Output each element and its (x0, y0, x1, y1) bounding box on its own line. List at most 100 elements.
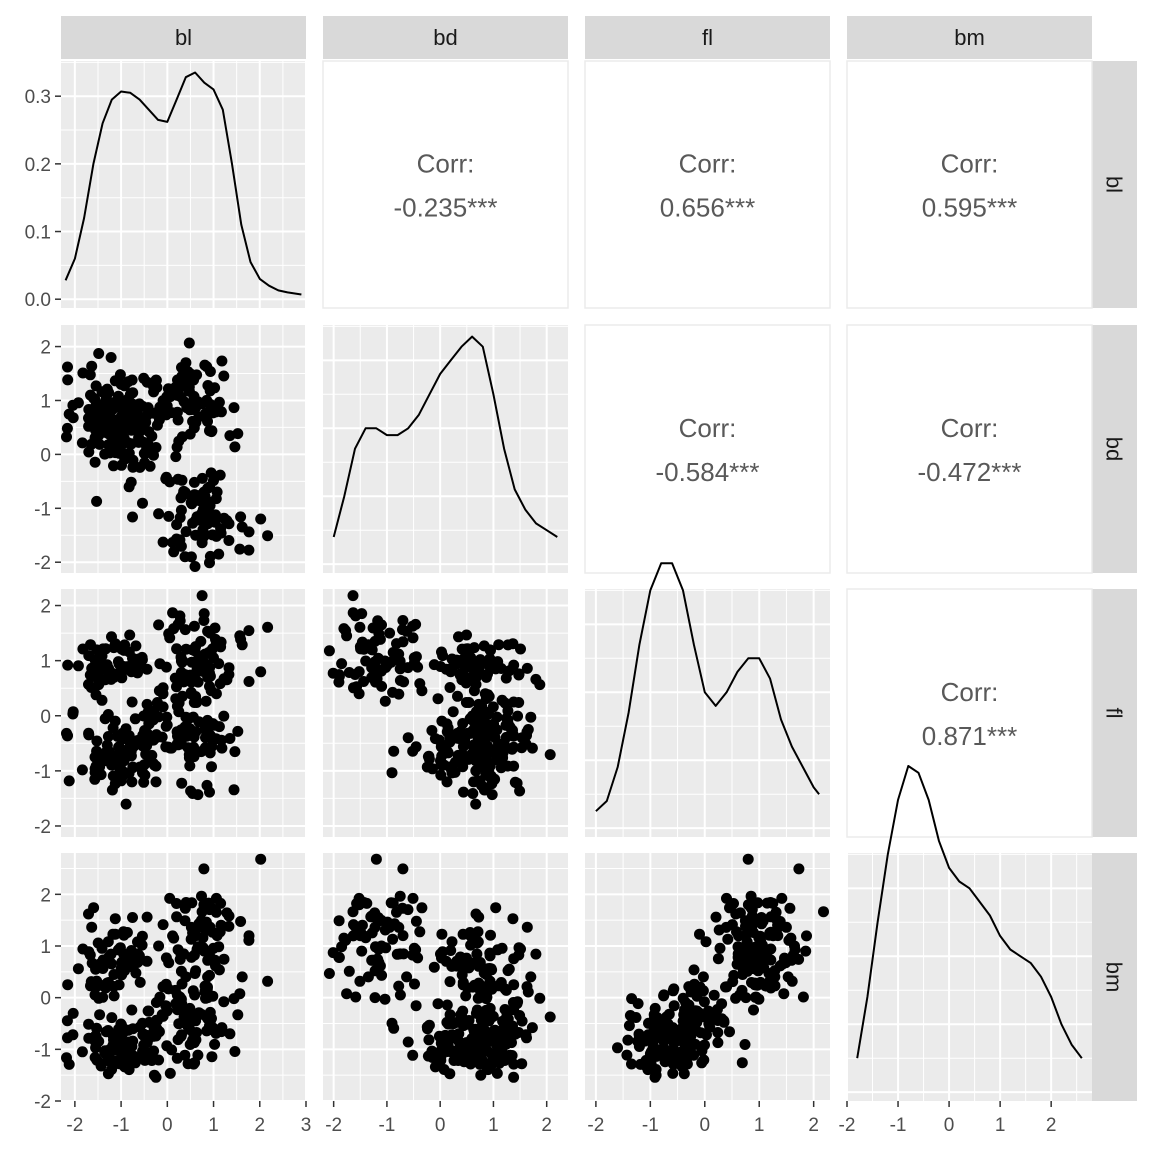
point-bm-bd (512, 996, 524, 1008)
point-fl-bd (397, 636, 409, 648)
point-fl-bl (198, 615, 210, 626)
corr-value-bl-bm: 0.595*** (922, 193, 1017, 223)
point-bm-bd (350, 991, 362, 1003)
point-bm-bd (485, 963, 497, 975)
point-fl-bl (185, 688, 197, 700)
corr-label-bd-bm: Corr: (941, 413, 999, 443)
point-bm-bd (436, 928, 448, 940)
point-bm-bl (77, 943, 89, 955)
point-bm-bl (108, 990, 120, 1002)
point-fl-bl (136, 654, 148, 666)
point-fl-bl (236, 639, 248, 651)
point-fl-bl (126, 776, 138, 788)
point-fl-bd (475, 659, 487, 670)
point-bm-bd (351, 898, 363, 909)
point-fl-bd (438, 759, 450, 771)
point-bm-bl (193, 1007, 205, 1019)
point-fl-bl (67, 706, 79, 718)
point-bm-bd (370, 853, 382, 865)
point-bd-bl (160, 471, 172, 483)
point-bd-bl (172, 374, 183, 386)
point-bm-bl (235, 916, 247, 927)
point-bd-bl (179, 551, 191, 563)
point-bm-fl (778, 988, 790, 1000)
point-bm-bl (106, 1064, 118, 1075)
y-tick-label-bm: -2 (34, 1092, 51, 1113)
point-bm-bd (397, 930, 409, 942)
point-bm-fl (800, 945, 812, 957)
point-bd-bl (172, 414, 184, 426)
point-bm-fl (633, 1041, 645, 1052)
x-tick-label-bl: 3 (301, 1115, 312, 1136)
point-fl-bd (407, 620, 419, 632)
point-bm-bl (110, 1044, 122, 1056)
point-fl-bl (119, 733, 131, 745)
point-bm-bd (503, 963, 515, 975)
point-bm-fl (739, 1039, 751, 1050)
point-bm-bd (466, 1033, 478, 1045)
panel-bg-fl-fl (585, 589, 830, 837)
point-fl-bd (323, 645, 335, 657)
point-fl-bl (101, 739, 113, 751)
point-bm-bl (175, 948, 187, 960)
point-bd-bl (163, 510, 175, 522)
point-bm-bd (388, 1022, 400, 1034)
point-bm-fl (740, 992, 752, 1004)
point-fl-bl (213, 721, 225, 733)
panel-bg-bl-bl (61, 61, 306, 308)
point-bm-bd (454, 1039, 466, 1050)
point-bm-fl (734, 907, 746, 919)
point-bd-bl (185, 490, 197, 502)
x-tick-label-bd: 0 (435, 1115, 446, 1136)
point-bm-bl (109, 928, 121, 940)
point-bm-bd (520, 1029, 532, 1041)
point-bd-bl (199, 408, 211, 420)
point-fl-bd (507, 638, 519, 650)
point-bm-fl (757, 948, 769, 960)
point-fl-bl (206, 761, 217, 773)
point-bm-fl (712, 953, 724, 965)
point-fl-bl (224, 733, 236, 744)
point-bm-bl (161, 1005, 173, 1017)
point-bm-bd (343, 965, 355, 977)
point-fl-bl (127, 652, 138, 664)
point-fl-bd (512, 710, 524, 722)
point-bm-bl (86, 957, 98, 969)
point-bd-bl (198, 528, 210, 540)
point-fl-bl (103, 668, 115, 680)
point-bm-fl (742, 965, 753, 977)
point-bm-bd (416, 902, 428, 914)
point-bm-bl (118, 948, 130, 960)
point-fl-bl (128, 741, 139, 753)
point-bm-bl (94, 1009, 106, 1021)
x-tick-label-bd: 2 (541, 1115, 552, 1136)
point-bm-bl (91, 1054, 103, 1066)
point-bm-bl (232, 1009, 244, 1021)
point-fl-bl (72, 660, 84, 672)
y-tick-label-bl: 0.2 (25, 155, 51, 176)
point-fl-bd (474, 742, 486, 754)
point-fl-bd (354, 621, 366, 633)
point-fl-bl (102, 709, 114, 720)
point-bm-bl (178, 1011, 190, 1023)
point-bm-fl (761, 897, 773, 909)
point-bm-fl (689, 1038, 701, 1050)
point-bm-bd (522, 986, 534, 998)
point-bm-bd (500, 1038, 512, 1050)
point-bm-bd (408, 942, 420, 954)
point-bd-bl (134, 461, 146, 473)
point-bd-bl (188, 374, 200, 386)
point-bm-bd (471, 948, 483, 960)
point-bm-bd (493, 1052, 504, 1064)
point-bm-fl (738, 952, 750, 963)
point-bm-bl (126, 1041, 138, 1052)
point-fl-bd (482, 689, 494, 701)
point-bm-fl (652, 1044, 664, 1056)
x-tick-label-bm: 0 (944, 1115, 955, 1136)
point-fl-bl (156, 731, 168, 743)
point-fl-bl (232, 725, 244, 737)
point-bm-bl (190, 965, 202, 977)
point-fl-bd (497, 747, 509, 759)
point-fl-bd (460, 643, 472, 655)
point-bm-bl (153, 940, 165, 952)
